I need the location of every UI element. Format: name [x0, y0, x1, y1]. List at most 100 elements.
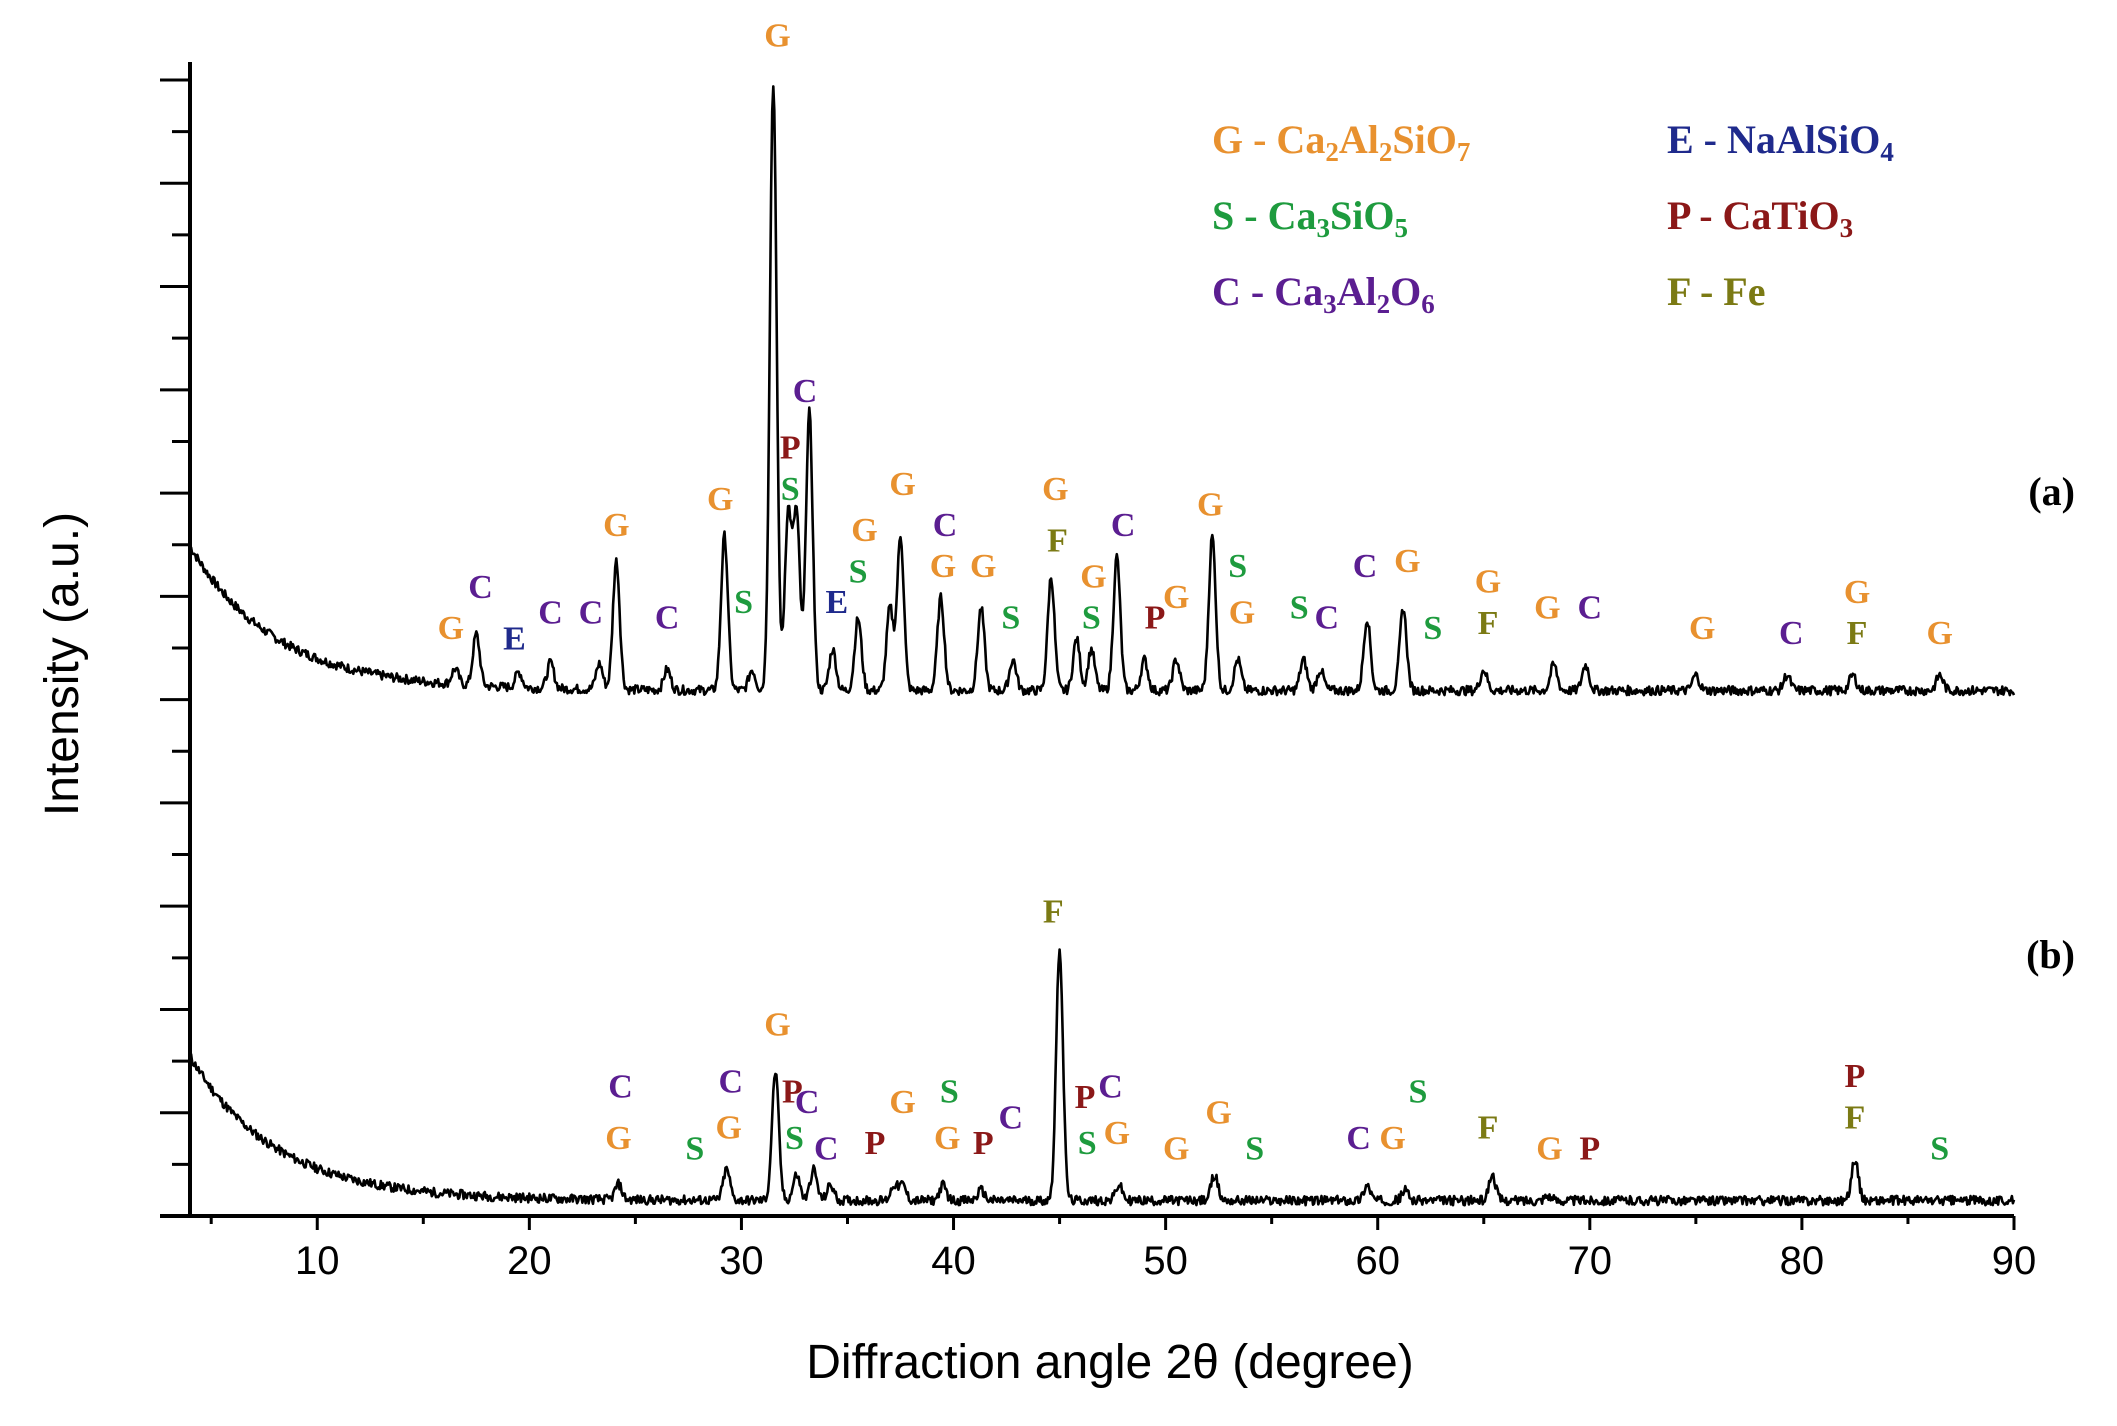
y-axis-title: Intensity (a.u.): [36, 512, 89, 816]
peak-marker-F: F: [1847, 615, 1868, 652]
peak-marker-S: S: [1082, 600, 1101, 637]
series-labels: (a) (b): [2026, 469, 2075, 977]
peak-marker-G: G: [934, 1120, 960, 1157]
peak-marker-G: G: [1844, 574, 1870, 611]
series-label-a: (a): [2028, 469, 2075, 514]
phase-legend: G - Ca2Al2SiO7 E - NaAlSiO4 S - Ca3SiO5 P -…: [1212, 117, 1894, 319]
peak-marker-C: C: [1315, 600, 1340, 637]
peak-marker-C: C: [719, 1063, 744, 1100]
peak-marker-G: G: [1536, 1130, 1562, 1167]
peak-marker-G: G: [1163, 1130, 1189, 1167]
peak-marker-G: G: [970, 548, 996, 585]
peak-marker-G: G: [715, 1110, 741, 1147]
peak-marker-P: P: [1145, 600, 1166, 637]
peak-marker-G: G: [1080, 558, 1106, 595]
peak-marker-P: P: [782, 1074, 803, 1111]
peak-marker-S: S: [1409, 1074, 1428, 1111]
peak-marker-F: F: [1043, 893, 1064, 930]
peak-marker-G: G: [1689, 610, 1715, 647]
peak-marker-G: G: [1534, 589, 1560, 626]
peak-marker-P: P: [1075, 1079, 1096, 1116]
x-axis-ticks: 10 20 30 40 50 60 70 80 90: [209, 1216, 2037, 1283]
peak-marker-G: G: [764, 1007, 790, 1044]
peak-marker-S: S: [1078, 1125, 1097, 1162]
peak-marker-C: C: [793, 373, 818, 410]
peak-marker-S: S: [1930, 1130, 1949, 1167]
x-tick-label: 90: [1992, 1239, 2037, 1283]
legend-entry-G: G - Ca2Al2SiO7: [1212, 117, 1470, 167]
peak-marker-S: S: [734, 584, 753, 621]
trace-a: [189, 85, 2016, 697]
peak-marker-P: P: [865, 1125, 886, 1162]
peak-marker-C: C: [1353, 548, 1378, 585]
x-tick-label: 60: [1355, 1239, 1400, 1283]
peak-marker-C: C: [1098, 1069, 1123, 1106]
peak-marker-C: C: [468, 569, 493, 606]
peak-marker-C: C: [795, 1084, 820, 1121]
peak-marker-E: E: [826, 584, 849, 621]
peak-marker-G: G: [1163, 579, 1189, 616]
peak-marker-C: C: [1779, 615, 1804, 652]
peak-marker-F: F: [1478, 605, 1499, 642]
peak-marker-G: G: [1205, 1094, 1231, 1131]
legend-entry-P: P - CaTiO3: [1667, 193, 1853, 243]
peak-marker-C: C: [655, 600, 680, 637]
peak-marker-C: C: [538, 595, 563, 632]
peak-marker-C: C: [1111, 507, 1136, 544]
peak-marker-C: C: [608, 1069, 633, 1106]
peak-marker-G: G: [1042, 471, 1068, 508]
x-tick-label: 30: [719, 1239, 764, 1283]
legend-entry-C: C - Ca3Al2O6: [1212, 269, 1435, 319]
peak-marker-G: G: [1104, 1115, 1130, 1152]
x-axis-title: Diffraction angle 2θ (degree): [806, 1336, 1413, 1389]
peak-marker-C: C: [1346, 1120, 1371, 1157]
x-tick-label: 40: [931, 1239, 976, 1283]
diffraction-traces: [189, 85, 2016, 1207]
peak-marker-S: S: [781, 471, 800, 508]
series-label-b: (b): [2026, 932, 2075, 977]
peak-marker-G: G: [603, 507, 629, 544]
peak-marker-G: G: [707, 481, 733, 518]
peak-marker-G: G: [930, 548, 956, 585]
peak-marker-G: G: [1927, 615, 1953, 652]
peak-marker-C: C: [814, 1130, 839, 1167]
peak-marker-P: P: [1579, 1130, 1600, 1167]
peak-marker-S: S: [940, 1074, 959, 1111]
peak-marker-G: G: [851, 512, 877, 549]
x-tick-label: 50: [1143, 1239, 1188, 1283]
x-tick-label: 70: [1568, 1239, 1613, 1283]
legend-entry-E: E - NaAlSiO4: [1667, 117, 1894, 167]
peak-marker-S: S: [1001, 600, 1020, 637]
peak-marker-G: G: [1475, 564, 1501, 601]
peak-marker-S: S: [1228, 548, 1247, 585]
peak-marker-E: E: [503, 620, 526, 657]
y-axis-ticks: [160, 78, 190, 1218]
peak-marker-S: S: [785, 1120, 804, 1157]
peak-marker-S: S: [1423, 610, 1442, 647]
peak-marker-P: P: [1845, 1058, 1866, 1095]
x-tick-label: 10: [295, 1239, 340, 1283]
peak-marker-G: G: [1394, 543, 1420, 580]
peak-marker-C: C: [933, 507, 958, 544]
peak-marker-G: G: [1379, 1120, 1405, 1157]
peak-marker-G: G: [1197, 486, 1223, 523]
peak-marker-G: G: [764, 18, 790, 55]
peak-marker-G: G: [1229, 595, 1255, 632]
x-tick-label: 80: [1780, 1239, 1825, 1283]
legend-entry-F: F - Fe: [1667, 269, 1765, 314]
peak-marker-C: C: [999, 1099, 1024, 1136]
peak-marker-F: F: [1478, 1110, 1499, 1147]
peak-marker-S: S: [1245, 1130, 1264, 1167]
peak-marker-S: S: [1290, 589, 1309, 626]
peak-marker-P: P: [780, 430, 801, 467]
legend-entry-S: S - Ca3SiO5: [1212, 193, 1408, 243]
peak-marker-S: S: [849, 553, 868, 590]
x-tick-label: 20: [507, 1239, 552, 1283]
peak-marker-S: S: [685, 1130, 704, 1167]
peak-marker-F: F: [1845, 1099, 1866, 1136]
peak-marker-F: F: [1047, 522, 1068, 559]
peak-marker-P: P: [973, 1125, 994, 1162]
peak-marker-G: G: [438, 610, 464, 647]
